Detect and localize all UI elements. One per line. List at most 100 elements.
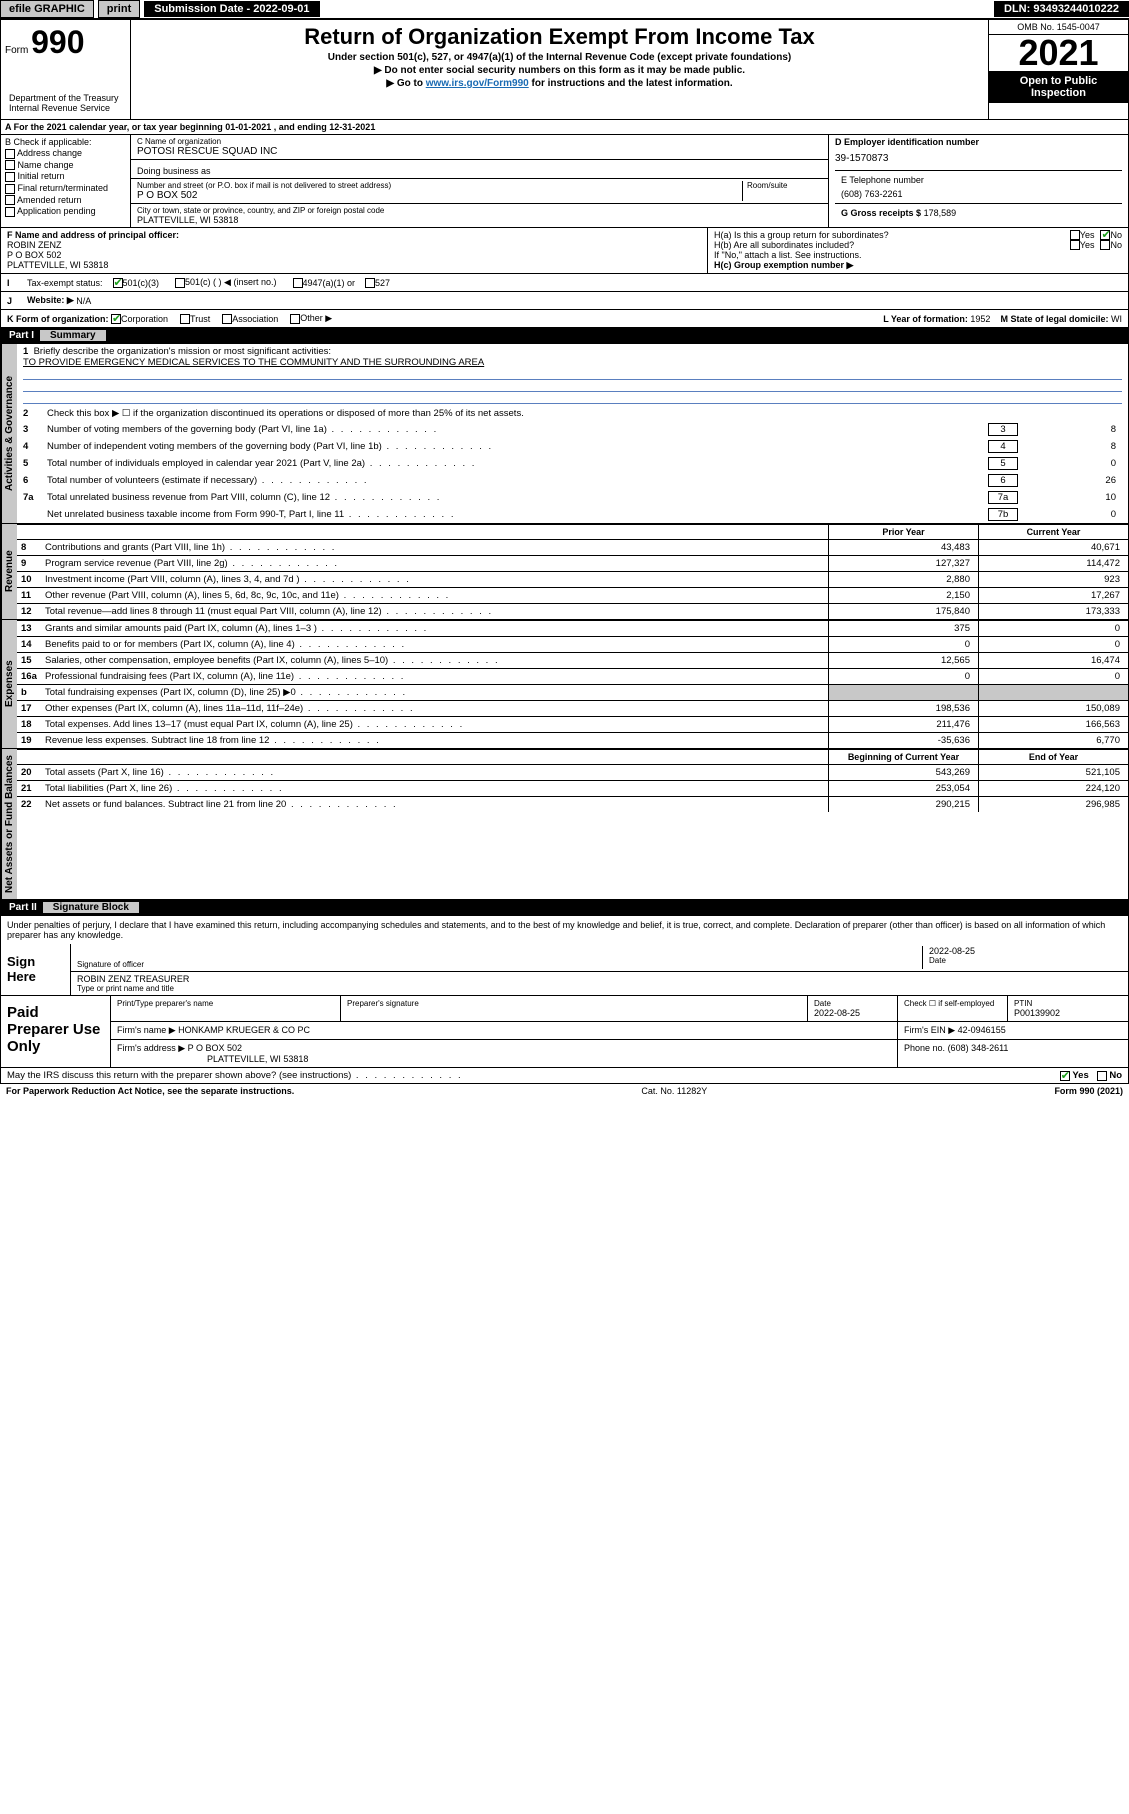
table-row: 12Total revenue—add lines 8 through 11 (… <box>17 603 1128 619</box>
mission-label: Briefly describe the organization's miss… <box>34 346 332 357</box>
header-line2: ▶ Do not enter social security numbers o… <box>139 65 980 76</box>
l6-val: 26 <box>1022 475 1122 486</box>
website-value: N/A <box>76 296 91 306</box>
org-name-label: C Name of organization <box>137 137 822 146</box>
hb-yes[interactable] <box>1070 240 1080 250</box>
hb-no[interactable] <box>1100 240 1110 250</box>
tax-year: 2021 <box>989 35 1128 71</box>
initial-return-check[interactable]: Initial return <box>5 171 126 182</box>
public-inspection: Open to Public Inspection <box>989 71 1128 103</box>
l7b-text: Net unrelated business taxable income fr… <box>47 509 984 520</box>
part-1-title: Summary <box>40 330 106 341</box>
row-j-website: J Website: ▶ N/A <box>0 292 1129 310</box>
paid-preparer-block: Paid Preparer Use Only Print/Type prepar… <box>0 996 1129 1068</box>
instructions-link[interactable]: www.irs.gov/Form990 <box>426 78 529 89</box>
table-row: 10Investment income (Part VIII, column (… <box>17 571 1128 587</box>
officer-addr2: PLATTEVILLE, WI 53818 <box>7 260 701 270</box>
irs-discuss-label: May the IRS discuss this return with the… <box>7 1070 463 1081</box>
self-emp-label[interactable]: Check ☐ if self-employed <box>904 999 1001 1008</box>
firm-addr1: P O BOX 502 <box>188 1043 242 1053</box>
table-row: 16aProfessional fundraising fees (Part I… <box>17 668 1128 684</box>
efile-badge: efile GRAPHIC <box>0 0 94 18</box>
addr-change-check[interactable]: Address change <box>5 148 126 159</box>
assoc-check[interactable] <box>222 314 232 324</box>
mission-blank-2 <box>23 380 1122 392</box>
ptin-value: P00139902 <box>1014 1008 1122 1018</box>
firm-name: HONKAMP KRUEGER & CO PC <box>178 1025 310 1035</box>
phone-value: (608) 763-2261 <box>841 185 1116 199</box>
other-check[interactable] <box>290 314 300 324</box>
paperwork-notice: For Paperwork Reduction Act Notice, see … <box>6 1086 294 1096</box>
l7a-text: Total unrelated business revenue from Pa… <box>47 492 984 503</box>
sig-officer-label: Signature of officer <box>77 960 922 969</box>
hc-label: H(c) Group exemption number ▶ <box>714 260 1122 271</box>
l6-text: Total number of volunteers (estimate if … <box>47 475 984 486</box>
print-name-label: Print/Type preparer's name <box>117 999 334 1008</box>
prior-year-hdr: Prior Year <box>828 525 978 539</box>
trust-check[interactable] <box>180 314 190 324</box>
print-button[interactable]: print <box>98 0 140 18</box>
revenue-header: Prior Year Current Year <box>17 524 1128 539</box>
col-b-label: B Check if applicable: <box>5 137 126 147</box>
hb-label: H(b) Are all subordinates included? <box>714 240 1070 250</box>
table-row: 14Benefits paid to or for members (Part … <box>17 636 1128 652</box>
discuss-yes[interactable] <box>1060 1071 1070 1081</box>
block-f-h: F Name and address of principal officer:… <box>0 228 1129 274</box>
part-1-label: Part I <box>9 330 34 341</box>
ha-no[interactable] <box>1100 230 1110 240</box>
mission-text: TO PROVIDE EMERGENCY MEDICAL SERVICES TO… <box>23 357 484 368</box>
ein-value: 39-1570873 <box>835 147 1122 170</box>
prep-sig-label: Preparer's signature <box>347 999 801 1008</box>
street: P O BOX 502 <box>137 190 742 201</box>
end-year-hdr: End of Year <box>978 750 1128 764</box>
sig-declaration: Under penalties of perjury, I declare th… <box>1 916 1128 944</box>
app-pending-check[interactable]: Application pending <box>5 206 126 217</box>
501c-check[interactable] <box>175 278 185 288</box>
table-row: 18Total expenses. Add lines 13–17 (must … <box>17 716 1128 732</box>
amended-return-check[interactable]: Amended return <box>5 195 126 206</box>
final-return-check[interactable]: Final return/terminated <box>5 183 126 194</box>
col-d-e-g: D Employer identification number 39-1570… <box>828 135 1128 227</box>
city-label: City or town, state or province, country… <box>137 206 822 215</box>
officer-name: ROBIN ZENZ <box>7 240 701 250</box>
l7a-val: 10 <box>1022 492 1122 503</box>
vlabel-act-gov: Activities & Governance <box>1 344 17 523</box>
4947-check[interactable] <box>293 278 303 288</box>
paid-preparer-label: Paid Preparer Use Only <box>1 996 111 1067</box>
top-bar: efile GRAPHIC print Submission Date - 20… <box>0 0 1129 19</box>
ha-yes[interactable] <box>1070 230 1080 240</box>
revenue-section: Revenue Prior Year Current Year 8Contrib… <box>0 524 1129 620</box>
corp-check[interactable] <box>111 314 121 324</box>
row-k-form-org: K Form of organization: Corporation Trus… <box>0 310 1129 328</box>
table-row: 20Total assets (Part X, line 16)543,2695… <box>17 764 1128 780</box>
part-2-header: Part II Signature Block <box>0 900 1129 916</box>
begin-year-hdr: Beginning of Current Year <box>828 750 978 764</box>
col-c-name-addr: C Name of organization POTOSI RESCUE SQU… <box>131 135 828 227</box>
mission-blank-1 <box>23 368 1122 380</box>
k-label: K Form of organization: <box>7 314 109 324</box>
room-label: Room/suite <box>747 181 822 190</box>
table-row: 22Net assets or fund balances. Subtract … <box>17 796 1128 812</box>
ein-label: D Employer identification number <box>835 137 1122 147</box>
l4-val: 8 <box>1022 441 1122 452</box>
table-row: bTotal fundraising expenses (Part IX, co… <box>17 684 1128 700</box>
header-line3: ▶ Go to www.irs.gov/Form990 for instruct… <box>139 78 980 89</box>
part-2-title: Signature Block <box>43 902 139 913</box>
l2-text: Check this box ▶ ☐ if the organization d… <box>47 408 1122 419</box>
table-row: 17Other expenses (Part IX, column (A), l… <box>17 700 1128 716</box>
header-center: Return of Organization Exempt From Incom… <box>131 20 988 119</box>
current-year-hdr: Current Year <box>978 525 1128 539</box>
hb-note: If "No," attach a list. See instructions… <box>714 250 1122 260</box>
officer-label: F Name and address of principal officer: <box>7 230 701 240</box>
501c3-check[interactable] <box>113 278 123 288</box>
bottom-footer: For Paperwork Reduction Act Notice, see … <box>0 1084 1129 1098</box>
header-line1: Under section 501(c), 527, or 4947(a)(1)… <box>139 52 980 63</box>
discuss-no[interactable] <box>1097 1071 1107 1081</box>
l7b-val: 0 <box>1022 509 1122 520</box>
org-name: POTOSI RESCUE SQUAD INC <box>137 146 822 157</box>
block-b-through-g: B Check if applicable: Address change Na… <box>0 135 1129 228</box>
527-check[interactable] <box>365 278 375 288</box>
l4-text: Number of independent voting members of … <box>47 441 984 452</box>
type-name-label: Type or print name and title <box>77 984 1122 993</box>
name-change-check[interactable]: Name change <box>5 160 126 171</box>
